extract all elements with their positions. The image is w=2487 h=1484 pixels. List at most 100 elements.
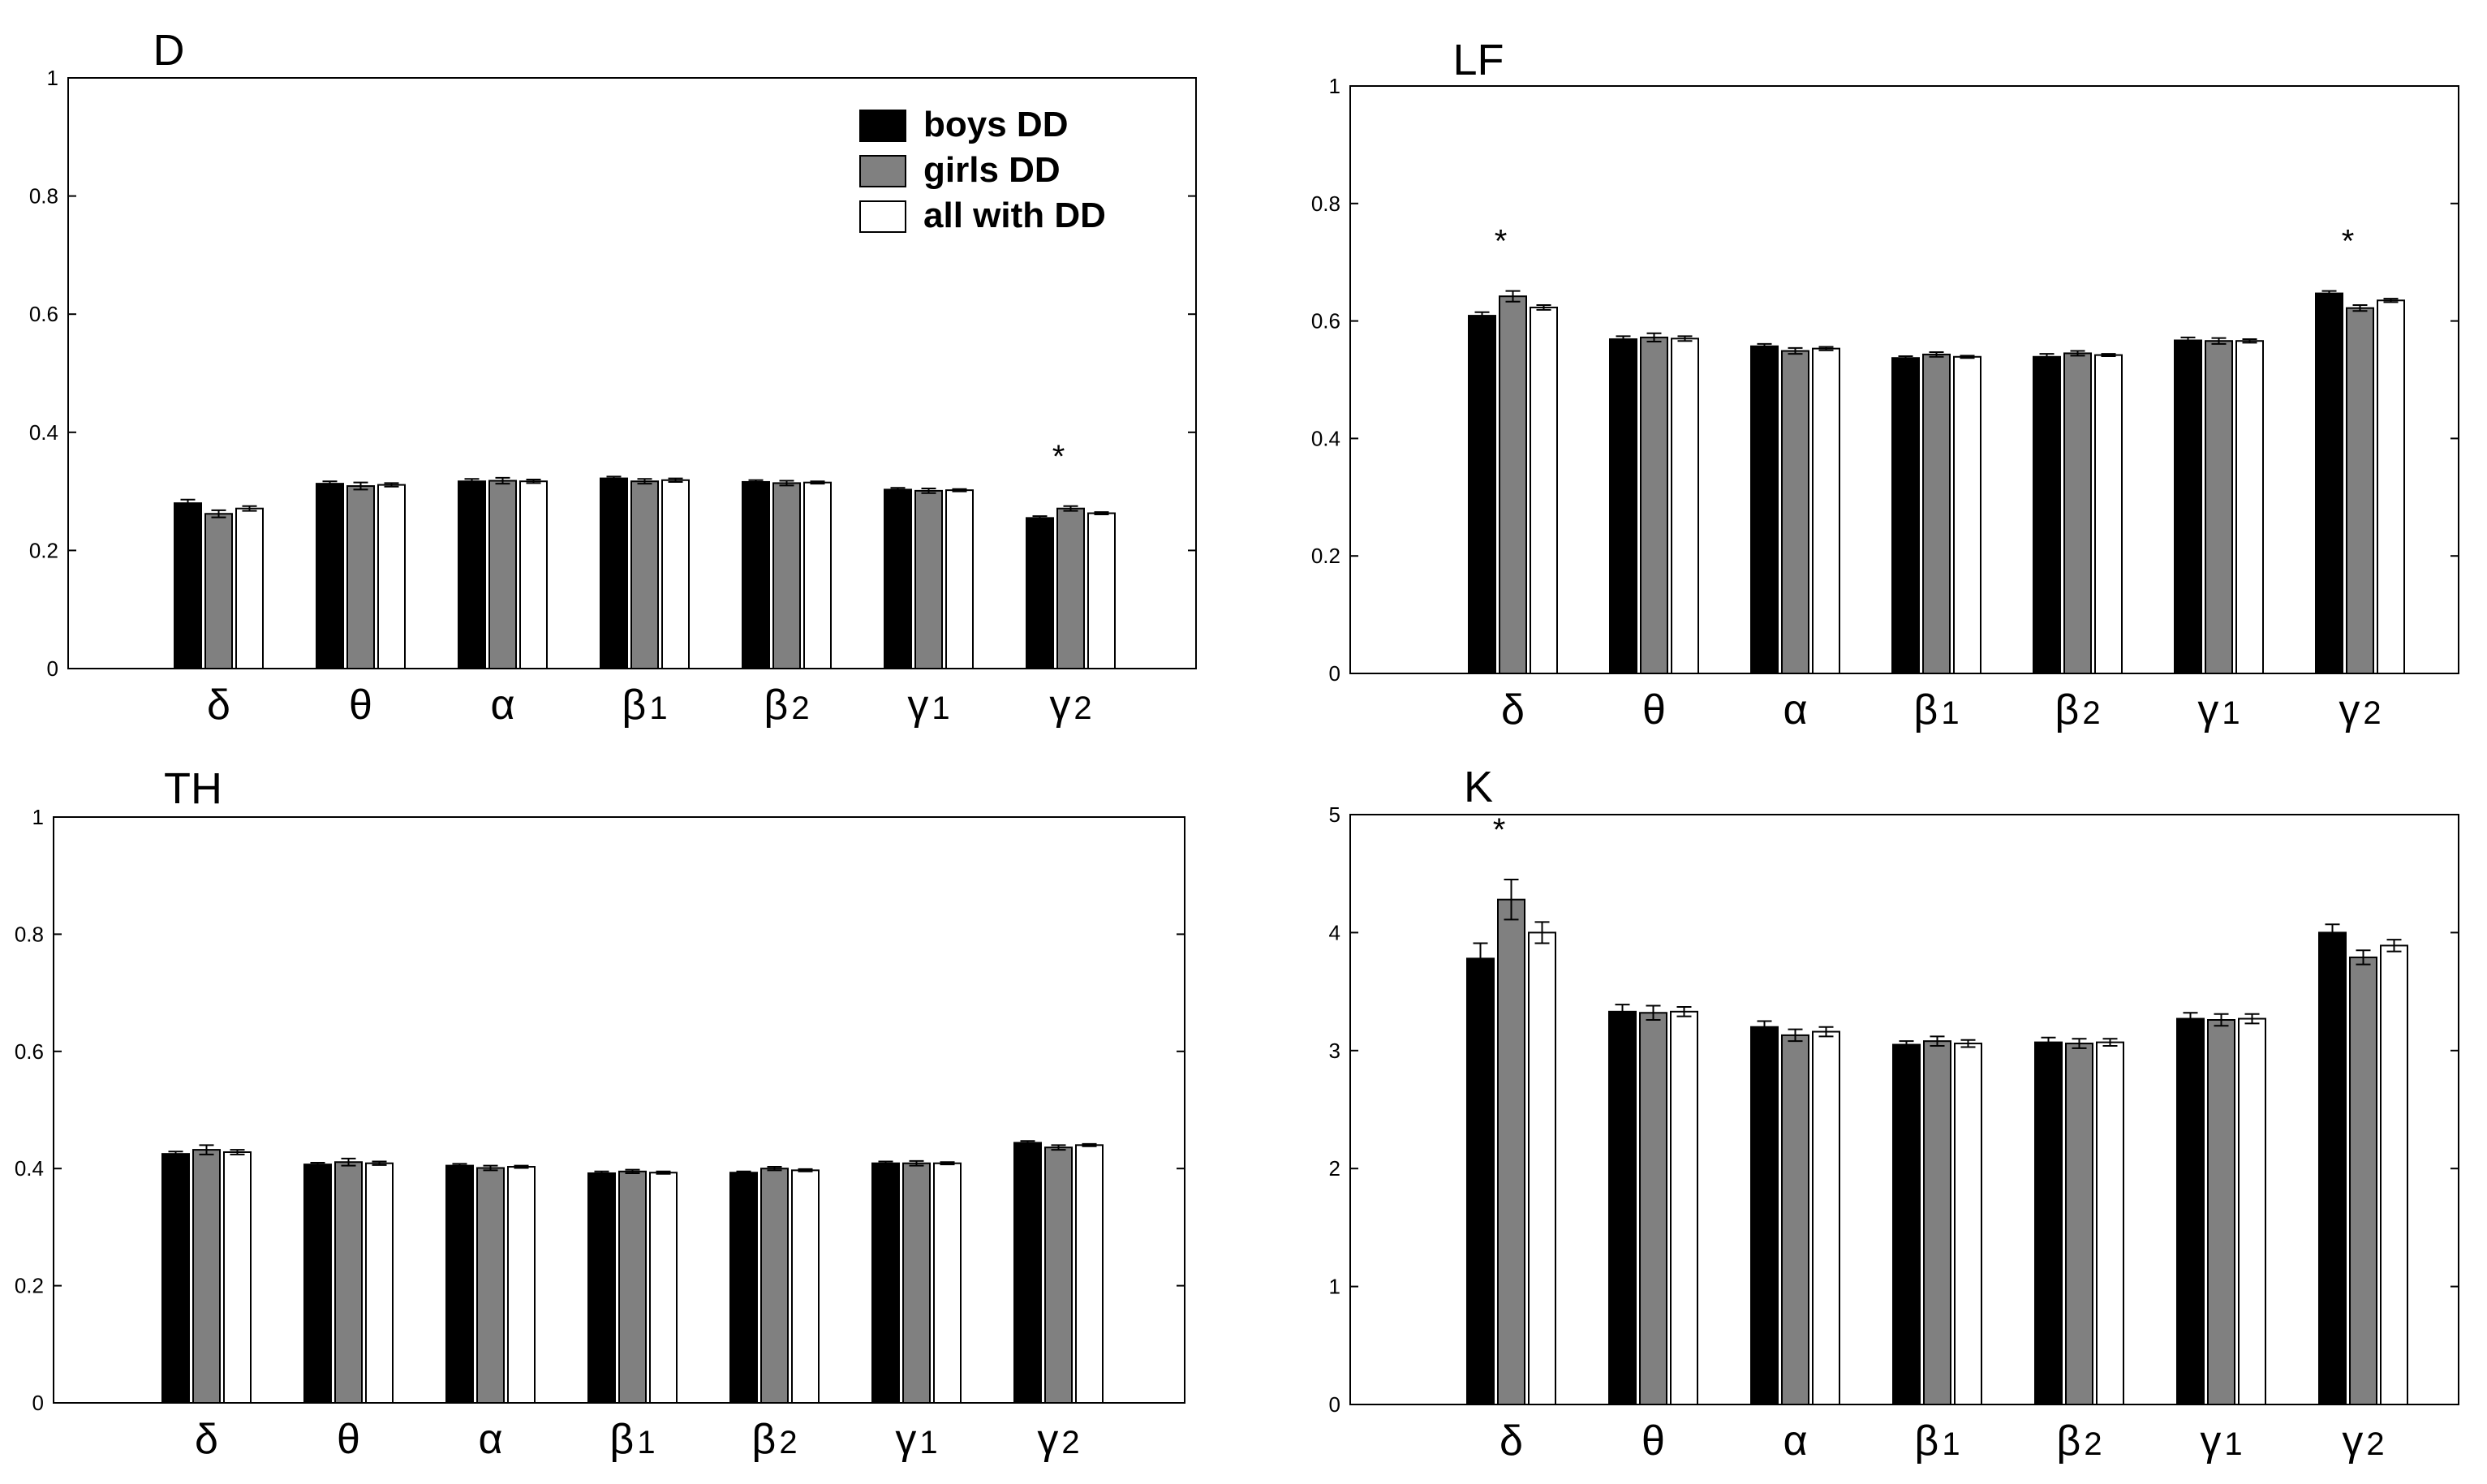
panel-k-bar-all (2238, 1017, 2266, 1405)
panel-d-category-label: δ (207, 682, 230, 729)
legend-label-boys: boys DD (923, 105, 1068, 144)
panel-lf-bar-girls (2063, 352, 2092, 674)
panel-th-category-label: α (478, 1416, 502, 1463)
panel-d-bar-girls (772, 482, 801, 670)
panel-th-ytick-label: 0.8 (15, 922, 44, 946)
panel-d-significance-marker: * (1052, 439, 1065, 475)
panel-d-bar-boys (1026, 517, 1054, 669)
panel-th-bar-boys (1013, 1142, 1042, 1404)
panel-k-ytick-label: 4 (1329, 920, 1340, 944)
panel-th-bar-girls (1044, 1146, 1073, 1404)
panel-d-bar-all (661, 479, 690, 669)
panel-lf-bar-boys (1468, 315, 1496, 674)
panel-k-bar-boys (2318, 931, 2347, 1405)
panel-d-ytick-label: 0.6 (29, 302, 58, 326)
panel-lf-bar-all (1812, 347, 1840, 674)
panel-th-ytick-label: 1 (32, 805, 44, 829)
legend: boys DD girls DD all with DD (859, 105, 1106, 235)
panel-k-category-label: α (1783, 1417, 1807, 1465)
panel-d-bar-all (377, 484, 406, 669)
panel-d-bar-girls (488, 480, 517, 669)
panel-d: D 0 0.2 0.4 0.6 0.8 1 δ θ α β 1 β 2 γ 1 γ 2 * (29, 26, 1197, 729)
panel-d-title: D (153, 26, 185, 75)
panel-d-bar-girls (204, 513, 233, 669)
panel-k-bar-boys (1750, 1026, 1779, 1405)
panel-k-bar-all (1812, 1030, 1840, 1405)
legend-swatch-all (859, 200, 906, 233)
panel-d-ytick-label: 0.2 (29, 538, 58, 562)
panel-k-bar-boys (1892, 1043, 1921, 1406)
panel-th-bar-all (507, 1166, 536, 1404)
panel-lf-category-label: α (1783, 686, 1807, 733)
panel-lf-bar-boys (2033, 355, 2061, 674)
panel-k-ytick-label: 5 (1329, 802, 1340, 827)
panel-lf-bar-all (1953, 355, 1981, 674)
panel-th-bar-girls (902, 1162, 931, 1404)
panel-lf-bar-all (2377, 299, 2405, 674)
panel-d-bar-boys (458, 480, 486, 669)
panel-th-category-label: θ (337, 1416, 360, 1463)
panel-d-bar-all (235, 507, 264, 669)
panel-k-ytick-label: 2 (1329, 1156, 1340, 1181)
legend-label-all: all with DD (923, 196, 1106, 235)
panel-lf-ytick-label: 0.6 (1311, 309, 1340, 333)
panel-k-ytick-label: 3 (1329, 1039, 1340, 1063)
legend-swatch-girls (859, 155, 906, 187)
panel-th-ytick-label: 0.4 (15, 1156, 44, 1181)
panel-lf-ytick-label: 0.2 (1311, 544, 1340, 568)
panel-k-bar-girls (2207, 1018, 2235, 1405)
panel-th-bar-girls (618, 1170, 647, 1404)
panel-th-bar-all (649, 1172, 678, 1404)
panel-th-ytick-label: 0.6 (15, 1039, 44, 1064)
panel-d-ytick-label: 1 (47, 66, 58, 90)
legend-swatch-boys (859, 110, 906, 142)
panel-th-bar-boys (445, 1164, 474, 1404)
panel-d-bar-girls (630, 480, 659, 669)
panel-k-bar-all (1670, 1010, 1698, 1405)
panel-th-bar-boys (161, 1153, 190, 1404)
panel-lf-title: LF (1452, 36, 1504, 84)
panel-lf-ytick-label: 0.4 (1311, 426, 1340, 450)
panel-k-category-label: δ (1500, 1417, 1523, 1465)
panel-th-ytick-label: 0.2 (15, 1274, 44, 1298)
panel-d-bar-all (803, 481, 832, 669)
panel-th-bar-all (1075, 1144, 1104, 1404)
panel-lf-bar-girls (2205, 340, 2233, 674)
panel-d-category-label: θ (349, 682, 372, 729)
panel-k-bar-girls (1497, 898, 1525, 1405)
panel-lf-category-label: θ (1642, 686, 1666, 733)
panel-k-bar-girls (2349, 956, 2377, 1405)
panel-k-ytick-label: 1 (1329, 1275, 1340, 1299)
panel-d-bar-boys (742, 480, 770, 670)
panel-d-bar-boys (884, 488, 912, 670)
panel-lf-bar-girls (1922, 353, 1951, 674)
panel-lf-bar-all (2094, 354, 2123, 674)
panel-lf-ytick-label: 0.8 (1311, 191, 1340, 216)
panel-th-ytick-label: 0 (32, 1391, 44, 1415)
panel-k-category-label: θ (1642, 1417, 1665, 1465)
panel-k-significance-marker: * (1493, 812, 1506, 848)
panel-k-bar-girls (1639, 1012, 1667, 1405)
panel-d-bar-all (945, 489, 974, 669)
panel-k-bar-girls (1781, 1034, 1809, 1405)
panel-k-bar-girls (1923, 1040, 1951, 1405)
panel-th-bar-girls (192, 1149, 221, 1404)
panel-th-bar-girls (476, 1167, 505, 1404)
panel-d-bar-girls (914, 489, 943, 670)
panel-lf-bar-girls (1640, 336, 1668, 674)
panel-d-ytick-label: 0.4 (29, 420, 58, 445)
panel-k-bar-boys (1466, 957, 1495, 1405)
panel-lf-bar-boys (2315, 292, 2343, 674)
panel-k-bar-all (1954, 1043, 1982, 1406)
